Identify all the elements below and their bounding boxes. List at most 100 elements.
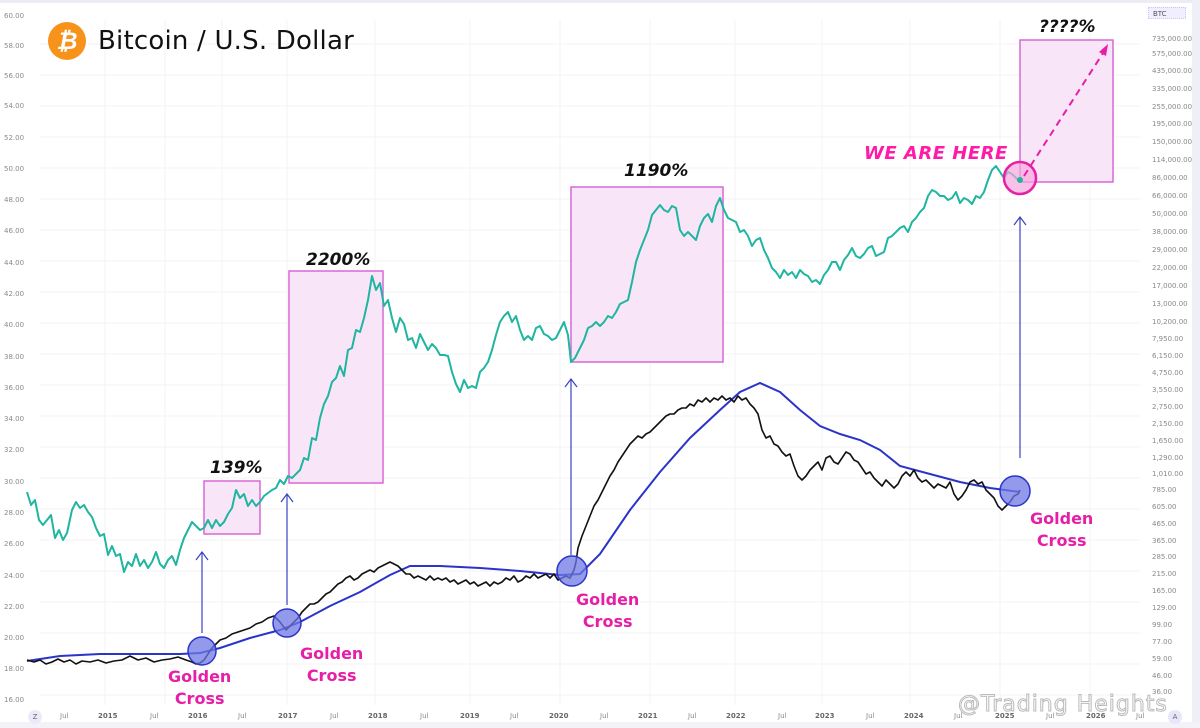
left-tick: 38.00 xyxy=(4,353,25,361)
x-tick: Jul xyxy=(420,712,429,720)
left-tick: 28.00 xyxy=(4,509,25,517)
btc-price-line xyxy=(26,165,1021,573)
right-tick: 77.00 xyxy=(1152,638,1173,646)
x-tick: Jul xyxy=(866,712,875,720)
x-tick: 2024 xyxy=(904,712,924,720)
left-tick: 22.00 xyxy=(4,603,25,611)
x-tick: Jul xyxy=(60,712,69,720)
left-tick: 30.00 xyxy=(4,478,25,486)
right-tick: 46.00 xyxy=(1152,672,1173,680)
right-tick: 435,000.00 xyxy=(1152,67,1193,75)
x-tick: 2023 xyxy=(815,712,835,720)
x-tick: 2016 xyxy=(188,712,208,720)
highlight-boxes xyxy=(203,39,1114,535)
right-tick: 10,200.00 xyxy=(1152,318,1188,326)
golden-cross-label-4: Golden Cross xyxy=(1030,509,1094,550)
we-are-here-label: WE ARE HERE xyxy=(864,143,1008,164)
left-tick: 24.00 xyxy=(4,572,25,580)
x-tick: 2019 xyxy=(460,712,480,720)
right-tick: 17,000.00 xyxy=(1152,282,1188,290)
right-tick: 735,000.00 xyxy=(1152,35,1193,43)
right-tick: 59.00 xyxy=(1152,655,1173,663)
right-tick: 2,150.00 xyxy=(1152,420,1184,428)
right-tick: 2,750.00 xyxy=(1152,403,1184,411)
x-tick: Jul xyxy=(150,712,159,720)
left-tick: 40.00 xyxy=(4,321,25,329)
left-tick: 32.00 xyxy=(4,446,25,454)
right-tick: 785.00 xyxy=(1152,486,1177,494)
left-tick: 42.00 xyxy=(4,290,25,298)
right-tick: 86,000.00 xyxy=(1152,174,1188,182)
left-tick: 52.00 xyxy=(4,134,25,142)
timezone-button[interactable]: Z xyxy=(28,710,42,724)
currency-tag[interactable]: BTC xyxy=(1148,7,1186,19)
right-tick: 6,150.00 xyxy=(1152,352,1184,360)
left-tick: 18.00 xyxy=(4,665,25,673)
left-tick: 20.00 xyxy=(4,634,25,642)
box-1190pct xyxy=(570,186,724,363)
x-tick: 2020 xyxy=(549,712,569,720)
golden-cross-markers xyxy=(187,475,1031,666)
right-tick: 150,000.00 xyxy=(1152,138,1193,146)
left-tick: 44.00 xyxy=(4,259,25,267)
x-tick: Jul xyxy=(778,712,787,720)
x-tick: Jul xyxy=(1046,712,1055,720)
title-text: Bitcoin / U.S. Dollar xyxy=(98,26,354,56)
right-tick: 38,000.00 xyxy=(1152,228,1188,236)
pct-label-139: 139% xyxy=(210,458,263,478)
golden-cross-label-1: Golden Cross xyxy=(168,667,232,708)
left-tick: 26.00 xyxy=(4,540,25,548)
right-tick: 13,000.00 xyxy=(1152,300,1188,308)
right-tick: 22,000.00 xyxy=(1152,264,1188,272)
right-tick: 335,000.00 xyxy=(1152,85,1193,93)
right-tick: 1,650.00 xyxy=(1152,437,1184,445)
x-tick: 2022 xyxy=(726,712,746,720)
x-tick: Jul xyxy=(1136,712,1145,720)
left-tick: 60.00 xyxy=(4,12,25,20)
left-tick: 58.00 xyxy=(4,42,25,50)
pct-label-1190: 1190% xyxy=(624,161,689,181)
x-tick: 2017 xyxy=(278,712,298,720)
right-tick: 50,000.00 xyxy=(1152,210,1188,218)
indicator-line xyxy=(26,395,1021,665)
pct-label-2200: 2200% xyxy=(306,250,371,270)
watermark: @Trading Heights xyxy=(958,692,1168,718)
golden-cross-label-3: Golden Cross xyxy=(576,590,640,631)
right-tick: 575,000.00 xyxy=(1152,50,1193,58)
x-tick: Jul xyxy=(238,712,247,720)
right-tick: 99.00 xyxy=(1152,621,1173,629)
right-tick: 255,000.00 xyxy=(1152,103,1193,111)
right-tick: 36.00 xyxy=(1152,688,1173,696)
gridlines xyxy=(40,20,1140,705)
x-tick: Jul xyxy=(688,712,697,720)
x-tick: 2021 xyxy=(638,712,658,720)
bottom-border xyxy=(0,722,1200,728)
right-tick: 66,000.00 xyxy=(1152,192,1188,200)
right-tick: 195,000.00 xyxy=(1152,120,1193,128)
right-tick: 465.00 xyxy=(1152,520,1177,528)
bitcoin-icon: ₿ xyxy=(48,22,86,60)
x-tick: 2015 xyxy=(98,712,118,720)
left-tick: 54.00 xyxy=(4,102,25,110)
right-tick: 1,290.00 xyxy=(1152,454,1184,462)
right-tick: 129.00 xyxy=(1152,604,1177,612)
chart-title: ₿ Bitcoin / U.S. Dollar xyxy=(48,22,354,60)
x-tick: 2025 xyxy=(995,712,1015,720)
right-tick: 7,950.00 xyxy=(1152,335,1184,343)
left-tick: 36.00 xyxy=(4,384,25,392)
right-tick: 3,550.00 xyxy=(1152,386,1184,394)
right-tick: 165.00 xyxy=(1152,587,1177,595)
right-tick: 215.00 xyxy=(1152,570,1177,578)
moving-average-line xyxy=(26,381,1021,662)
right-tick: 4,750.00 xyxy=(1152,369,1184,377)
left-tick: 50.00 xyxy=(4,165,25,173)
auto-scale-button[interactable]: A xyxy=(1168,710,1182,724)
x-tick: Jul xyxy=(954,712,963,720)
right-tick: 1,010.00 xyxy=(1152,470,1184,478)
up-arrows xyxy=(195,216,1027,633)
x-tick: Jul xyxy=(510,712,519,720)
right-tick: 365.00 xyxy=(1152,537,1177,545)
right-tick: 605.00 xyxy=(1152,503,1177,511)
